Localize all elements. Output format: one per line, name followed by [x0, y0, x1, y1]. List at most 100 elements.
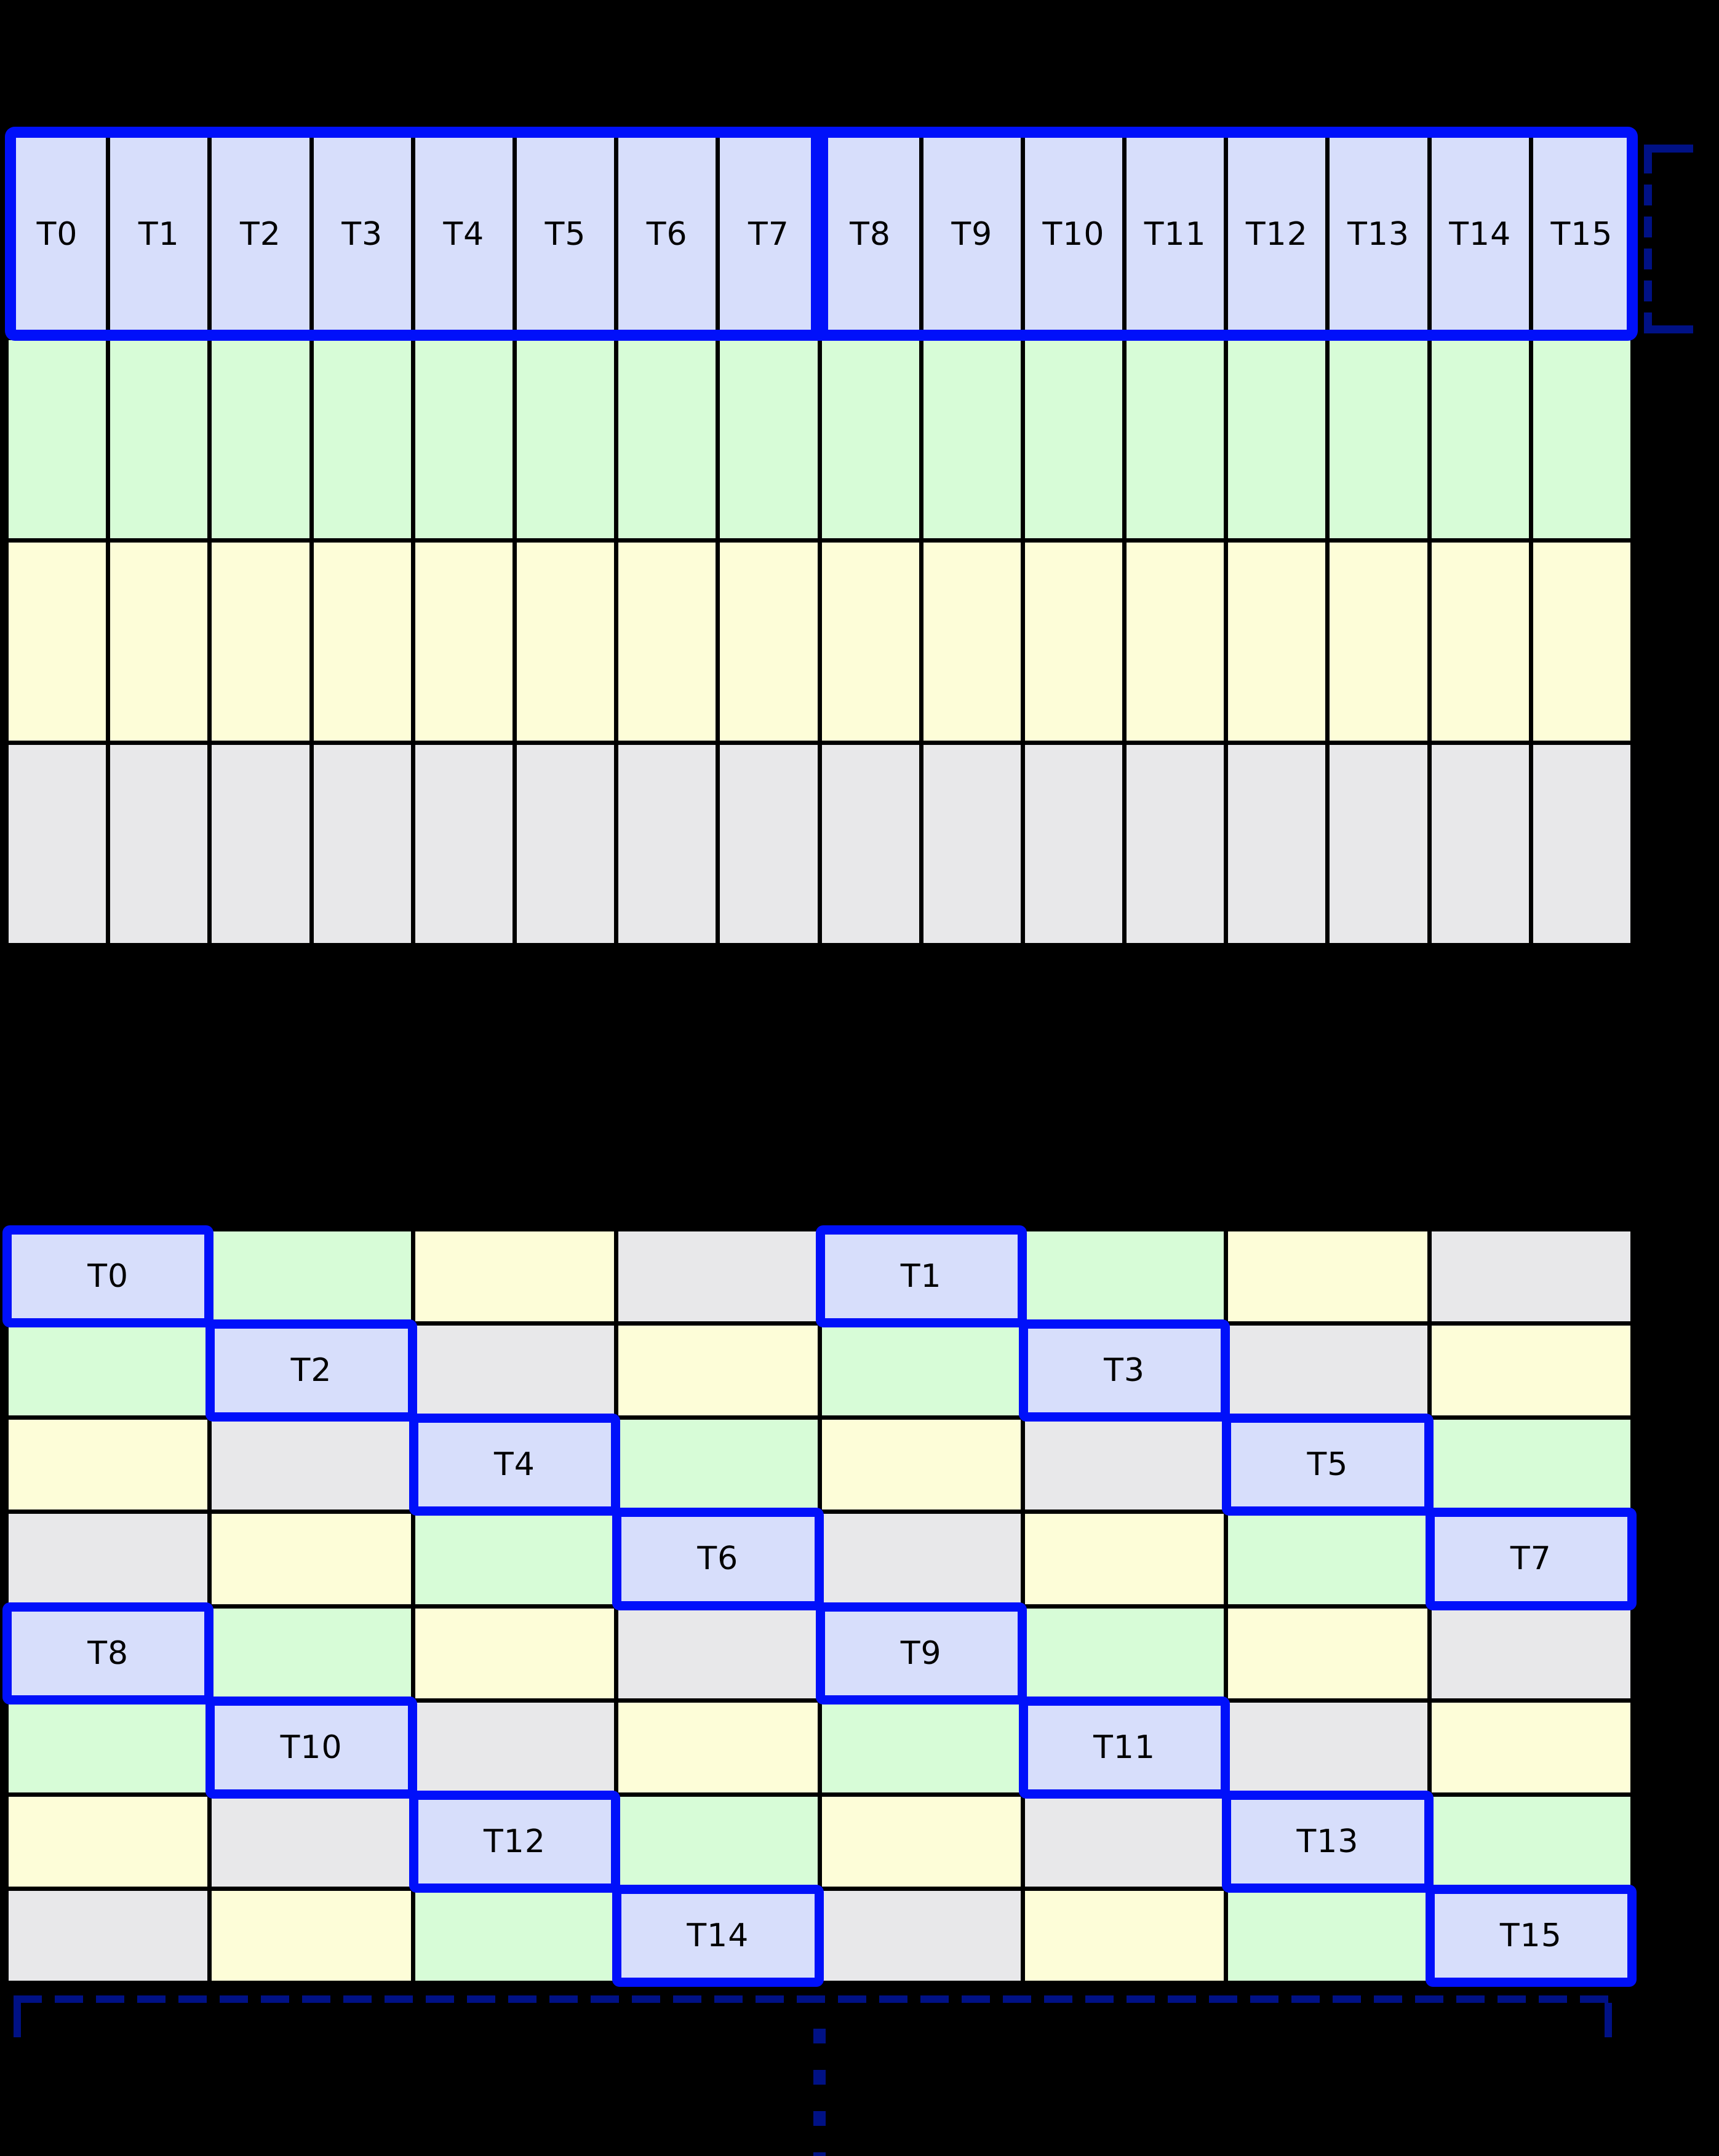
thread-label: T12: [483, 1823, 546, 1860]
memory-cell: [1533, 340, 1630, 538]
memory-cell: [1431, 543, 1529, 741]
thread-label: T8: [850, 216, 891, 253]
thread-cell: T11: [1127, 133, 1224, 336]
thread-label: T6: [697, 1540, 739, 1578]
thread-cell: T9: [923, 133, 1021, 336]
memory-cell: [9, 1420, 208, 1510]
memory-cell: [821, 1420, 1021, 1510]
memory-cell: [1228, 543, 1326, 741]
thread-label: T10: [280, 1728, 343, 1766]
thread-label: T13: [1296, 1823, 1359, 1860]
memory-cell: [618, 1231, 818, 1322]
memory-cell: [1024, 745, 1123, 943]
memory-cell: [923, 543, 1021, 741]
thread-label: T9: [900, 1634, 942, 1672]
thread-label: T11: [1093, 1728, 1156, 1766]
memory-cell: [1431, 1326, 1630, 1416]
memory-cell: [618, 1420, 818, 1510]
memory-cell: [1431, 340, 1529, 538]
thread-cell: T13: [1330, 133, 1427, 336]
thread-cell: T15: [1533, 133, 1630, 336]
thread-label: T5: [544, 216, 586, 253]
memory-cell: [1431, 1231, 1630, 1322]
thread-cell: T3: [1018, 1319, 1230, 1422]
thread-label: T10: [1042, 216, 1105, 253]
memory-cell: [821, 543, 919, 741]
thread-label: T3: [341, 216, 383, 253]
thread-label: T7: [748, 216, 789, 253]
linear-layout-grid: T0 T1 T2 T3 T4 T5 T6 T7 T8 T9 T10 T11 T12 T13 T14 T15: [9, 133, 1630, 943]
thread-cell: T0: [9, 133, 106, 336]
thread-label: T3: [1104, 1352, 1145, 1390]
memory-cell: [821, 1514, 1021, 1604]
memory-cell: [9, 745, 106, 943]
thread-cell: T9: [815, 1602, 1027, 1705]
thread-label: T0: [36, 216, 78, 253]
memory-cell: [821, 1702, 1021, 1792]
thread-label: T5: [1307, 1446, 1349, 1484]
thread-cell: T2: [205, 1319, 418, 1422]
thread-label: T11: [1144, 216, 1206, 253]
memory-cell: [212, 745, 309, 943]
memory-cell: [1228, 1702, 1427, 1792]
memory-cell: [415, 1702, 615, 1792]
memory-cell: [110, 745, 208, 943]
span-bracket-line: [14, 1995, 1612, 2003]
thread-cell: T0: [2, 1225, 214, 1328]
memory-cell: [1228, 1231, 1427, 1322]
memory-cell: [415, 745, 513, 943]
memory-cell: [110, 543, 208, 741]
memory-cell: [1228, 1890, 1427, 1981]
thread-cell: T4: [409, 1414, 621, 1516]
memory-cell: [415, 1231, 615, 1322]
thread-cell: T8: [2, 1602, 214, 1705]
thread-cell: T5: [1222, 1414, 1434, 1516]
memory-cell: [9, 1326, 208, 1416]
span-bracket-right-tick: [1605, 2003, 1612, 2037]
memory-cell: [415, 1890, 615, 1981]
memory-cell: [9, 1796, 208, 1887]
memory-cell: [313, 340, 411, 538]
thread-cell: T13: [1222, 1790, 1434, 1893]
memory-cell: [821, 340, 919, 538]
memory-cell: [212, 543, 309, 741]
memory-cell: [1330, 340, 1427, 538]
thread-label: T6: [646, 216, 688, 253]
swizzled-layout-grid: T0 T1 T2 T3 T4 T5 T6 T7 T8 T9 T10 T11 T12 T13 T14 T15: [2, 1225, 1637, 1987]
thread-cell: T1: [815, 1225, 1027, 1328]
memory-cell: [1431, 745, 1529, 943]
memory-cell: [1024, 1796, 1224, 1887]
row-bracket-icon: [1644, 153, 1652, 325]
memory-cell: [110, 340, 208, 538]
thread-cell: T10: [1024, 133, 1123, 336]
thread-cell: T5: [516, 133, 615, 336]
thread-cell: T7: [720, 133, 818, 336]
thread-cell: T14: [612, 1884, 824, 1987]
thread-cell: T6: [612, 1508, 824, 1610]
memory-cell: [720, 543, 818, 741]
memory-cell: [821, 1326, 1021, 1416]
memory-cell: [720, 745, 818, 943]
continuation-ellipsis-icon: [813, 2029, 826, 2156]
memory-cell: [516, 745, 615, 943]
thread-cell: T12: [1228, 133, 1326, 336]
thread-label: T14: [687, 1917, 749, 1954]
memory-cell: [821, 1890, 1021, 1981]
thread-cell: T6: [618, 133, 716, 336]
memory-cell: [1431, 1420, 1630, 1510]
memory-cell: [618, 1702, 818, 1792]
memory-cell: [1228, 1514, 1427, 1604]
memory-cell: [1024, 340, 1123, 538]
memory-cell: [1024, 1608, 1224, 1698]
thread-cell: T14: [1431, 133, 1529, 336]
thread-label: T4: [494, 1446, 535, 1484]
thread-label: T12: [1245, 216, 1308, 253]
thread-cell: T11: [1018, 1696, 1230, 1799]
thread-label: T15: [1499, 1917, 1562, 1954]
memory-cell: [516, 543, 615, 741]
memory-cell: [1533, 745, 1630, 943]
memory-cell: [212, 340, 309, 538]
thread-label: T8: [87, 1634, 129, 1672]
thread-label: T1: [138, 216, 180, 253]
memory-cell: [415, 1326, 615, 1416]
